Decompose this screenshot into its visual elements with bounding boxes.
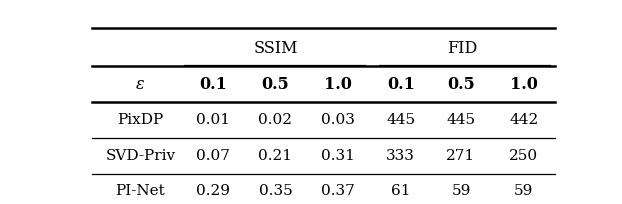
Text: 0.03: 0.03 — [321, 113, 355, 126]
Text: 442: 442 — [509, 113, 538, 126]
Text: 0.1: 0.1 — [199, 76, 226, 93]
Text: 0.31: 0.31 — [321, 149, 355, 163]
Text: 0.07: 0.07 — [196, 149, 230, 163]
Text: 445: 445 — [386, 113, 415, 126]
Text: 333: 333 — [386, 149, 415, 163]
Text: 0.29: 0.29 — [196, 184, 230, 198]
Text: 59: 59 — [514, 184, 533, 198]
Text: SVD-Priv: SVD-Priv — [105, 149, 175, 163]
Text: 59: 59 — [452, 184, 471, 198]
Text: 0.35: 0.35 — [259, 184, 292, 198]
Text: 445: 445 — [447, 113, 476, 126]
Text: PI-Net: PI-Net — [116, 184, 165, 198]
Text: 0.21: 0.21 — [258, 149, 292, 163]
Text: 0.02: 0.02 — [258, 113, 292, 126]
Text: 1.0: 1.0 — [509, 76, 537, 93]
Text: 0.5: 0.5 — [261, 76, 289, 93]
Text: ε: ε — [136, 76, 145, 93]
Text: 0.37: 0.37 — [321, 184, 355, 198]
Text: 0.1: 0.1 — [387, 76, 415, 93]
Text: 61: 61 — [391, 184, 411, 198]
Text: SSIM: SSIM — [253, 40, 298, 57]
Text: FID: FID — [447, 40, 477, 57]
Text: 271: 271 — [447, 149, 476, 163]
Text: 1.0: 1.0 — [324, 76, 352, 93]
Text: PixDP: PixDP — [118, 113, 164, 126]
Text: 250: 250 — [509, 149, 538, 163]
Text: 0.5: 0.5 — [447, 76, 475, 93]
Text: 0.01: 0.01 — [196, 113, 230, 126]
